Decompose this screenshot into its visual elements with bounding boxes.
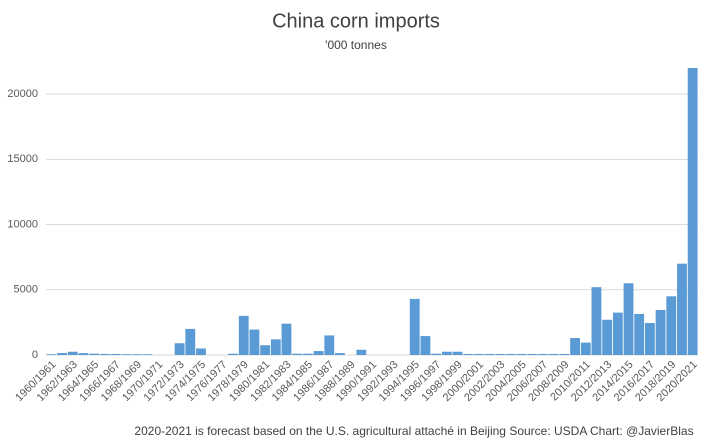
- bar: [420, 336, 431, 355]
- bar: [174, 343, 185, 355]
- bar: [89, 353, 100, 355]
- bar: [559, 353, 570, 355]
- bar: [356, 349, 367, 355]
- bar: [441, 351, 452, 355]
- bar: [644, 323, 655, 355]
- chart-subtitle: '000 tonnes: [325, 38, 387, 52]
- bar: [463, 353, 474, 355]
- bar: [335, 353, 345, 355]
- bar: [185, 328, 196, 355]
- bar: [516, 353, 527, 355]
- bar: [602, 319, 613, 355]
- bar: [292, 353, 303, 355]
- bar: [473, 353, 484, 355]
- bar: [238, 315, 249, 355]
- bar: [313, 351, 324, 355]
- bar: [495, 353, 506, 355]
- bar: [142, 354, 153, 355]
- bar: [527, 353, 538, 355]
- bar: [591, 287, 602, 355]
- bar: [249, 329, 260, 355]
- bar: [612, 312, 623, 355]
- bar: [548, 353, 559, 355]
- bar: [121, 354, 132, 355]
- y-tick-label: 5000: [14, 284, 38, 296]
- bar: [580, 342, 591, 355]
- bar: [302, 353, 313, 355]
- bar: [409, 298, 420, 355]
- bar: [260, 345, 271, 355]
- bar: [538, 353, 548, 355]
- y-tick-label: 10000: [7, 218, 38, 230]
- bar: [78, 353, 89, 355]
- bar: [57, 353, 67, 355]
- bar: [67, 351, 78, 355]
- y-tick-label: 0: [32, 349, 38, 361]
- bar: [131, 354, 142, 355]
- bar: [506, 353, 516, 355]
- bar: [623, 283, 634, 355]
- footnote: 2020-2021 is forecast based on the U.S. …: [134, 424, 693, 438]
- bar: [270, 339, 281, 355]
- bar: [655, 309, 666, 355]
- bar: [110, 353, 121, 355]
- bar: [324, 335, 335, 355]
- y-tick-label: 20000: [7, 88, 38, 100]
- bar: [281, 323, 292, 355]
- bar: [570, 338, 580, 355]
- y-tick-label: 15000: [7, 153, 38, 165]
- bar: [99, 353, 110, 355]
- chart-title: China corn imports: [272, 10, 440, 32]
- bar: [687, 68, 698, 355]
- bar: [228, 353, 238, 355]
- bar: [196, 348, 206, 355]
- bar: [634, 313, 645, 355]
- bar: [677, 263, 687, 355]
- bar: [452, 351, 463, 355]
- bar: [431, 353, 442, 355]
- bar: [484, 353, 495, 355]
- bar: [666, 296, 677, 355]
- bar: [46, 354, 57, 355]
